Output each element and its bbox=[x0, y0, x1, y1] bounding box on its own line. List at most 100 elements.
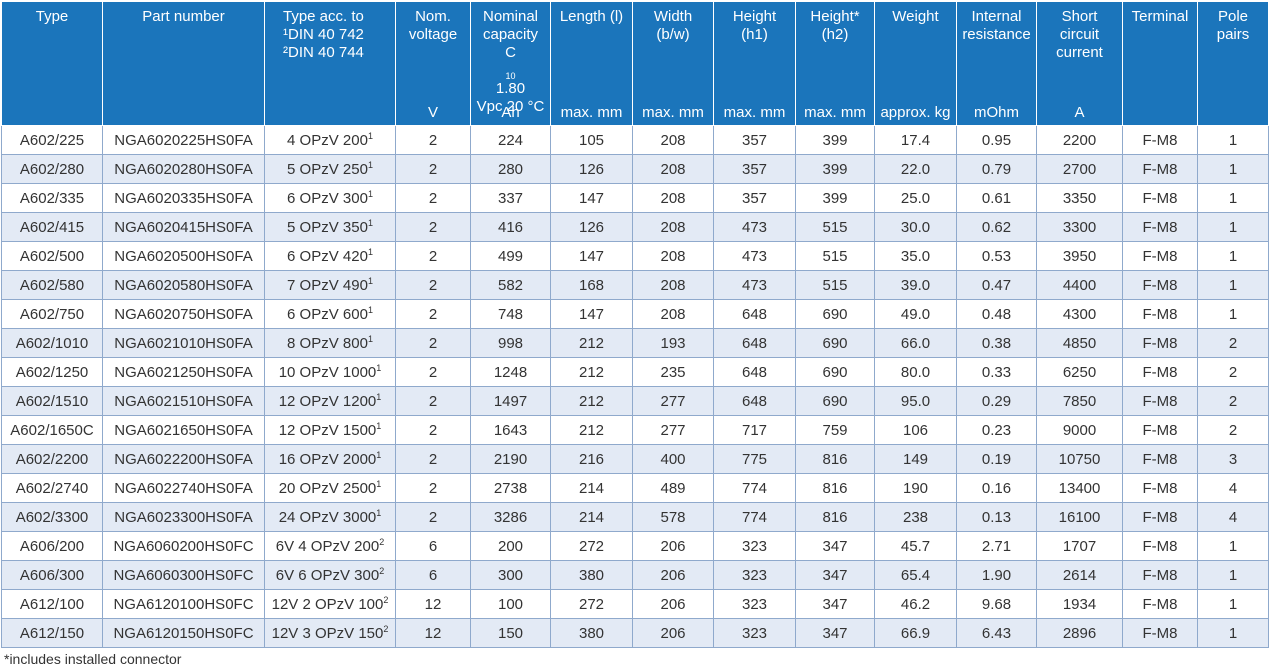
cell-length: 147 bbox=[550, 241, 633, 271]
col-width: Width (b/w) max. mm bbox=[632, 1, 714, 126]
cell-capacity: 337 bbox=[470, 183, 551, 213]
cell-part-number: NGA6023300HS0FA bbox=[102, 502, 265, 532]
unit-weight: approx. kg bbox=[880, 104, 951, 121]
col-length: Length (l) max. mm bbox=[550, 1, 633, 126]
cell-height1: 775 bbox=[713, 444, 796, 474]
cell-voltage: 12 bbox=[395, 589, 471, 619]
unit-v: V bbox=[427, 104, 438, 121]
cell-terminal: F-M8 bbox=[1122, 502, 1198, 532]
cell-type-acc: 10 OPzV 10001 bbox=[264, 357, 396, 387]
cell-type: A602/1510 bbox=[1, 386, 103, 416]
cell-type: A602/2200 bbox=[1, 444, 103, 474]
cell-type: A602/1650C bbox=[1, 415, 103, 445]
cell-height1: 648 bbox=[713, 299, 796, 329]
cell-capacity: 2738 bbox=[470, 473, 551, 503]
table-row: A602/500 NGA6020500HS0FA 6 OPzV 4201 2 499 14… bbox=[1, 241, 1269, 271]
cell-short-circuit: 4850 bbox=[1036, 328, 1123, 358]
cell-capacity: 150 bbox=[470, 618, 551, 648]
cell-type: A602/415 bbox=[1, 212, 103, 242]
unit-ah: Ah bbox=[501, 104, 520, 121]
cell-capacity: 300 bbox=[470, 560, 551, 590]
cell-short-circuit: 2200 bbox=[1036, 125, 1123, 155]
cell-length: 168 bbox=[550, 270, 633, 300]
table-row: A606/200 NGA6060200HS0FC 6V 4 OPzV 2002 6 20… bbox=[1, 531, 1269, 561]
cell-part-number: NGA6021650HS0FA bbox=[102, 415, 265, 445]
cell-resistance: 0.23 bbox=[956, 415, 1037, 445]
cell-resistance: 0.38 bbox=[956, 328, 1037, 358]
cell-width: 277 bbox=[632, 386, 714, 416]
col-height1: Height (h1) max. mm bbox=[713, 1, 796, 126]
cell-voltage: 6 bbox=[395, 560, 471, 590]
cell-type-acc: 6 OPzV 6001 bbox=[264, 299, 396, 329]
cell-height2: 347 bbox=[795, 531, 875, 561]
cell-weight: 17.4 bbox=[874, 125, 957, 155]
cell-terminal: F-M8 bbox=[1122, 154, 1198, 184]
cell-short-circuit: 1934 bbox=[1036, 589, 1123, 619]
cell-terminal: F-M8 bbox=[1122, 328, 1198, 358]
cell-voltage: 2 bbox=[395, 444, 471, 474]
cell-pole-pairs: 1 bbox=[1197, 618, 1269, 648]
cell-height1: 323 bbox=[713, 531, 796, 561]
cell-voltage: 2 bbox=[395, 241, 471, 271]
cell-width: 206 bbox=[632, 618, 714, 648]
cell-voltage: 2 bbox=[395, 357, 471, 387]
cell-width: 208 bbox=[632, 125, 714, 155]
cell-length: 214 bbox=[550, 473, 633, 503]
cell-height2: 816 bbox=[795, 444, 875, 474]
cell-type-acc: 12 OPzV 15001 bbox=[264, 415, 396, 445]
cell-length: 212 bbox=[550, 386, 633, 416]
unit-length: max. mm bbox=[560, 104, 623, 121]
cell-height1: 774 bbox=[713, 502, 796, 532]
cell-length: 272 bbox=[550, 531, 633, 561]
cell-height2: 399 bbox=[795, 125, 875, 155]
cell-capacity: 200 bbox=[470, 531, 551, 561]
cell-type-acc: 5 OPzV 3501 bbox=[264, 212, 396, 242]
cell-part-number: NGA6120150HS0FC bbox=[102, 618, 265, 648]
cell-type: A602/3300 bbox=[1, 502, 103, 532]
cell-width: 206 bbox=[632, 589, 714, 619]
cell-length: 147 bbox=[550, 299, 633, 329]
cell-type: A602/580 bbox=[1, 270, 103, 300]
table-row: A602/1250 NGA6021250HS0FA 10 OPzV 10001 2 12… bbox=[1, 357, 1269, 387]
cell-type: A602/280 bbox=[1, 154, 103, 184]
cell-pole-pairs: 1 bbox=[1197, 589, 1269, 619]
table-row: A602/2200 NGA6022200HS0FA 16 OPzV 20001 2 21… bbox=[1, 444, 1269, 474]
cell-weight: 149 bbox=[874, 444, 957, 474]
cell-terminal: F-M8 bbox=[1122, 444, 1198, 474]
cell-length: 216 bbox=[550, 444, 633, 474]
cell-type: A602/2740 bbox=[1, 473, 103, 503]
cell-length: 212 bbox=[550, 328, 633, 358]
cell-voltage: 2 bbox=[395, 154, 471, 184]
cell-short-circuit: 3350 bbox=[1036, 183, 1123, 213]
cell-pole-pairs: 1 bbox=[1197, 183, 1269, 213]
unit-height2: max. mm bbox=[804, 104, 866, 121]
cell-resistance: 0.13 bbox=[956, 502, 1037, 532]
col-pole-pairs: Pole pairs bbox=[1197, 1, 1269, 126]
col-capacity: Nominal capacity C 10 1.80 Vpc 20 °C Ah bbox=[470, 1, 551, 126]
cell-height2: 399 bbox=[795, 154, 875, 184]
cell-part-number: NGA6020500HS0FA bbox=[102, 241, 265, 271]
col-part-number: Part number bbox=[102, 1, 265, 126]
cell-short-circuit: 2896 bbox=[1036, 618, 1123, 648]
cell-length: 214 bbox=[550, 502, 633, 532]
cell-length: 272 bbox=[550, 589, 633, 619]
cell-pole-pairs: 1 bbox=[1197, 125, 1269, 155]
cell-type: A602/750 bbox=[1, 299, 103, 329]
cell-terminal: F-M8 bbox=[1122, 589, 1198, 619]
col-type: Type bbox=[1, 1, 103, 126]
cell-height1: 648 bbox=[713, 328, 796, 358]
cell-weight: 25.0 bbox=[874, 183, 957, 213]
cell-terminal: F-M8 bbox=[1122, 183, 1198, 213]
cell-capacity: 416 bbox=[470, 212, 551, 242]
cell-pole-pairs: 1 bbox=[1197, 299, 1269, 329]
cell-pole-pairs: 1 bbox=[1197, 212, 1269, 242]
cell-resistance: 0.53 bbox=[956, 241, 1037, 271]
table-row: A602/580 NGA6020580HS0FA 7 OPzV 4901 2 582 16… bbox=[1, 270, 1269, 300]
cell-pole-pairs: 3 bbox=[1197, 444, 1269, 474]
cell-short-circuit: 13400 bbox=[1036, 473, 1123, 503]
cell-part-number: NGA6021510HS0FA bbox=[102, 386, 265, 416]
cell-capacity: 1248 bbox=[470, 357, 551, 387]
cell-weight: 49.0 bbox=[874, 299, 957, 329]
cell-height2: 347 bbox=[795, 618, 875, 648]
cell-height2: 515 bbox=[795, 212, 875, 242]
